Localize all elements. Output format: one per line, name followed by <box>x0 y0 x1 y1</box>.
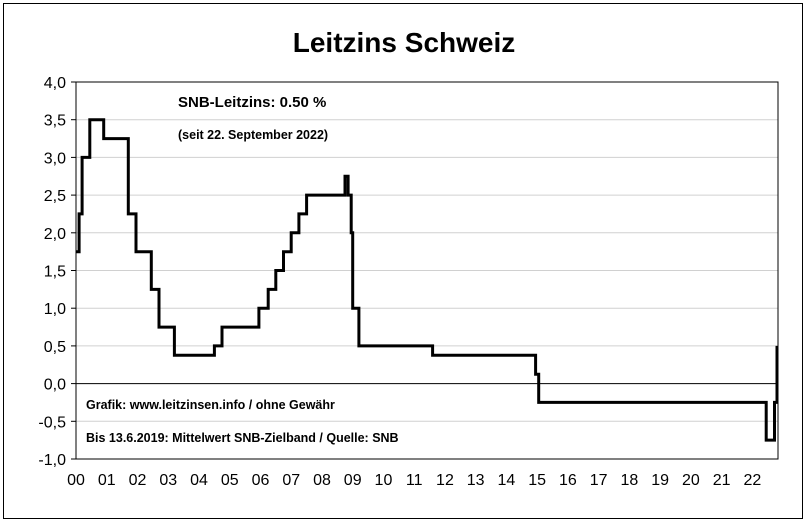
x-tick-label: 09 <box>344 472 362 489</box>
x-tick-label: 06 <box>252 472 270 489</box>
x-tick-label: 03 <box>159 472 177 489</box>
x-tick-label: 17 <box>590 472 608 489</box>
annotation-rate: SNB-Leitzins: 0.50 % <box>178 94 326 111</box>
y-tick-label: 0,5 <box>44 339 66 356</box>
y-tick-label: 1,0 <box>44 301 66 318</box>
y-tick-label: -0,5 <box>38 414 66 431</box>
x-tick-label: 16 <box>559 472 577 489</box>
x-tick-label: 08 <box>313 472 331 489</box>
x-tick-label: 15 <box>528 472 546 489</box>
y-tick-label: 3,0 <box>44 150 66 167</box>
y-tick-label: -1,0 <box>38 452 66 469</box>
chart-title: Leitzins Schweiz <box>293 27 516 58</box>
y-tick-label: 1,5 <box>44 264 66 281</box>
annotation-since: (seit 22. September 2022) <box>178 128 328 142</box>
x-tick-label: 04 <box>190 472 208 489</box>
chart-frame <box>3 3 803 519</box>
x-tick-label: 19 <box>651 472 669 489</box>
x-tick-label: 00 <box>67 472 85 489</box>
plot-area <box>75 81 779 460</box>
x-tick-label: 18 <box>621 472 639 489</box>
x-tick-label: 10 <box>375 472 393 489</box>
series-line <box>76 118 779 442</box>
y-tick-label: 0,0 <box>44 377 66 394</box>
x-tick-label: 22 <box>744 472 762 489</box>
annotation-source: Bis 13.6.2019: Mittelwert SNB-Zielband /… <box>86 431 399 445</box>
y-tick-label: 2,5 <box>44 188 66 205</box>
x-tick-label: 01 <box>98 472 116 489</box>
y-tick-labels: 4,0 3,5 3,0 2,5 2,0 1,5 1,0 0,5 0,0 -0,5 -1,0 <box>38 75 66 469</box>
x-tick-label: 07 <box>282 472 300 489</box>
x-tick-label: 13 <box>467 472 485 489</box>
y-tick-label: 2,0 <box>44 226 66 243</box>
y-tick-label: 4,0 <box>44 75 66 92</box>
x-tick-label: 02 <box>129 472 147 489</box>
x-tick-label: 20 <box>682 472 700 489</box>
x-tick-label: 14 <box>498 472 516 489</box>
x-tick-label: 21 <box>713 472 731 489</box>
x-tick-labels: 00 01 02 03 04 05 06 07 08 09 10 11 12 13 14 15 16 17 18 19… <box>67 472 761 489</box>
x-tick-label: 11 <box>406 472 423 489</box>
x-tick-label: 05 <box>221 472 239 489</box>
x-tick-label: 12 <box>436 472 454 489</box>
y-tick-label: 3,5 <box>44 113 66 130</box>
annotation-credit: Grafik: www.leitzinsen.info / ohne Gewäh… <box>86 398 335 412</box>
axes <box>71 81 779 460</box>
